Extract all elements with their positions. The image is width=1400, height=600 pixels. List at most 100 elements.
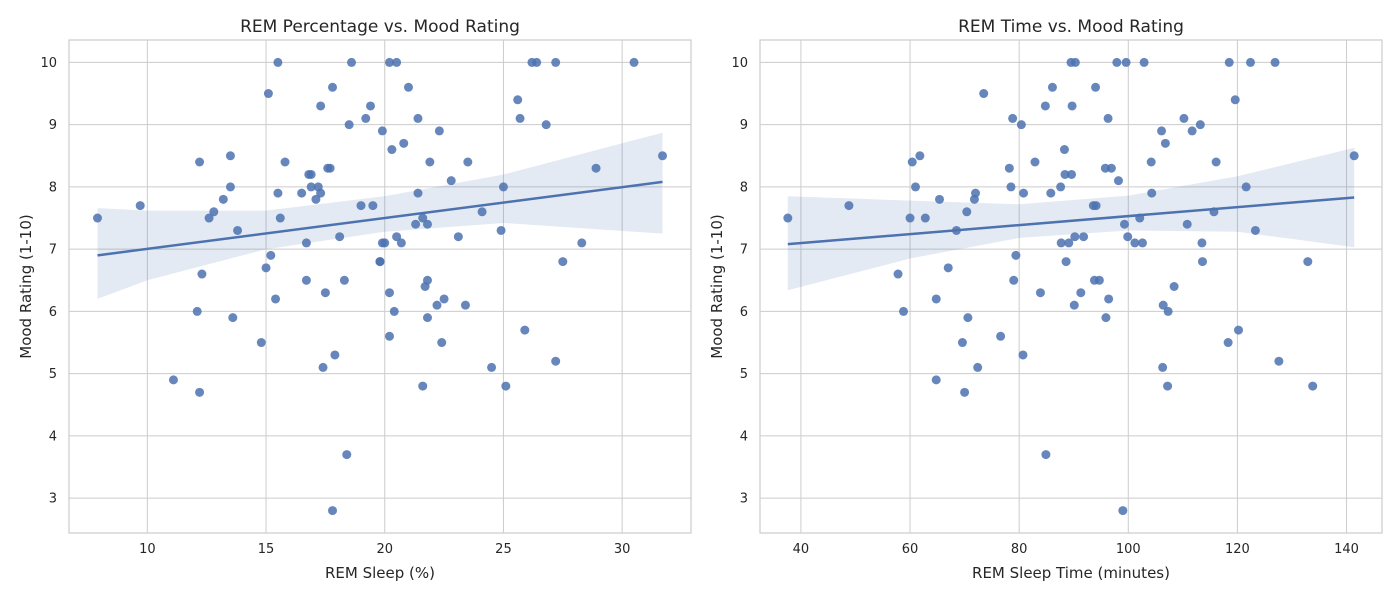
right-data-point (1250, 225, 1260, 235)
left-data-point (513, 95, 523, 105)
left-data-point (498, 182, 508, 192)
left-data-point (280, 157, 290, 167)
right-data-point (920, 213, 930, 223)
left-data-point (658, 151, 668, 161)
right-data-point (1274, 356, 1284, 366)
right-data-point (996, 331, 1006, 341)
left-data-point (316, 101, 326, 111)
right-data-point (1056, 182, 1066, 192)
left-y-tick-label: 3 (49, 492, 57, 507)
left-data-point (228, 313, 238, 323)
right-x-tick-label: 100 (1116, 542, 1141, 557)
left-data-point (225, 182, 235, 192)
right-regression-line (787, 196, 1355, 246)
right-plot-area (760, 40, 1382, 533)
left-data-point (413, 113, 423, 123)
right-data-point (1091, 201, 1101, 211)
left-data-point (197, 269, 207, 279)
right-data-point (1008, 113, 1018, 123)
right-data-point (1006, 182, 1016, 192)
left-data-point (418, 381, 428, 391)
left-data-point (477, 207, 487, 217)
right-data-point (1270, 57, 1280, 67)
left-data-point (389, 306, 399, 316)
left-data-point (551, 356, 561, 366)
left-data-point (591, 163, 601, 173)
right-data-point (1009, 275, 1019, 285)
left-x-tick-label: 30 (614, 542, 631, 557)
right-data-point (1070, 232, 1080, 242)
left-data-point (328, 82, 338, 92)
right-data-point (931, 294, 941, 304)
right-data-point (1158, 300, 1168, 310)
right-data-point (1119, 219, 1129, 229)
right-data-point (1060, 169, 1070, 179)
right-data-point (907, 157, 917, 167)
right-data-point (1016, 120, 1026, 130)
right-gridlines (760, 40, 1382, 533)
right-data-point (1197, 257, 1207, 267)
left-data-point (425, 157, 435, 167)
right-data-point (1234, 325, 1244, 335)
left-data-point (261, 263, 271, 273)
left-data-point (496, 225, 506, 235)
left-data-point (266, 250, 276, 260)
left-data-point (135, 201, 145, 211)
left-regression-line (97, 180, 663, 257)
left-data-point (328, 506, 338, 516)
right-data-point (1069, 300, 1079, 310)
right-data-point (1070, 57, 1080, 67)
left-data-point (399, 138, 409, 148)
right-data-point (1079, 232, 1089, 242)
right-data-point (935, 194, 945, 204)
left-confidence-band (97, 132, 663, 299)
right-data-point (1169, 282, 1179, 291)
left-data-point (384, 331, 394, 341)
right-data-point (905, 213, 915, 223)
right-data-point (1179, 113, 1189, 123)
right-data-point (1103, 113, 1113, 123)
right-data-point (1004, 163, 1014, 173)
right-data-point (783, 213, 793, 223)
right-points (783, 57, 1359, 516)
left-data-point (541, 120, 551, 130)
left-data-point (453, 232, 463, 242)
left-data-point (273, 188, 283, 198)
left-data-point (356, 201, 366, 211)
left-chart: 10 15 20 25 30 3 4 5 6 7 8 9 10 REM Percentage vs. … (17, 17, 692, 582)
right-x-axis-label: REM Sleep Time (minutes) (972, 564, 1170, 582)
left-data-point (361, 113, 371, 123)
left-data-point (318, 362, 328, 372)
right-confidence-band (787, 147, 1355, 291)
left-data-point (306, 169, 316, 179)
left-data-point (384, 57, 394, 67)
right-data-point (1123, 232, 1133, 242)
left-data-point (195, 387, 205, 397)
left-data-point (342, 450, 352, 460)
right-chart-title: REM Time vs. Mood Rating (958, 17, 1184, 37)
left-data-point (629, 57, 639, 67)
right-data-point (1160, 138, 1170, 148)
right-y-tick-label: 9 (740, 118, 748, 133)
left-data-point (263, 89, 273, 99)
left-data-point (306, 182, 316, 192)
right-chart: 40 60 80 100 120 140 3 4 5 6 7 8 9 10 REM Time vs. M… (708, 17, 1383, 582)
left-data-point (297, 188, 307, 198)
left-y-axis-label: Mood Rating (1-10) (17, 214, 35, 358)
left-data-point (520, 325, 530, 335)
right-data-point (1163, 306, 1173, 316)
left-y-tick-label: 8 (49, 180, 57, 195)
left-data-point (320, 288, 330, 298)
left-data-point (392, 57, 402, 67)
left-data-point (439, 294, 449, 304)
left-y-tick-label: 4 (49, 429, 57, 444)
right-data-point (1163, 381, 1173, 391)
right-x-tick-label: 60 (902, 542, 919, 557)
right-data-point (844, 201, 854, 211)
left-data-point (325, 163, 335, 173)
left-data-point (344, 120, 354, 130)
right-data-point (1113, 176, 1123, 186)
left-data-point (311, 194, 321, 204)
right-data-point (1130, 238, 1140, 248)
right-x-tick-labels: 40 60 80 100 120 140 (793, 542, 1359, 557)
